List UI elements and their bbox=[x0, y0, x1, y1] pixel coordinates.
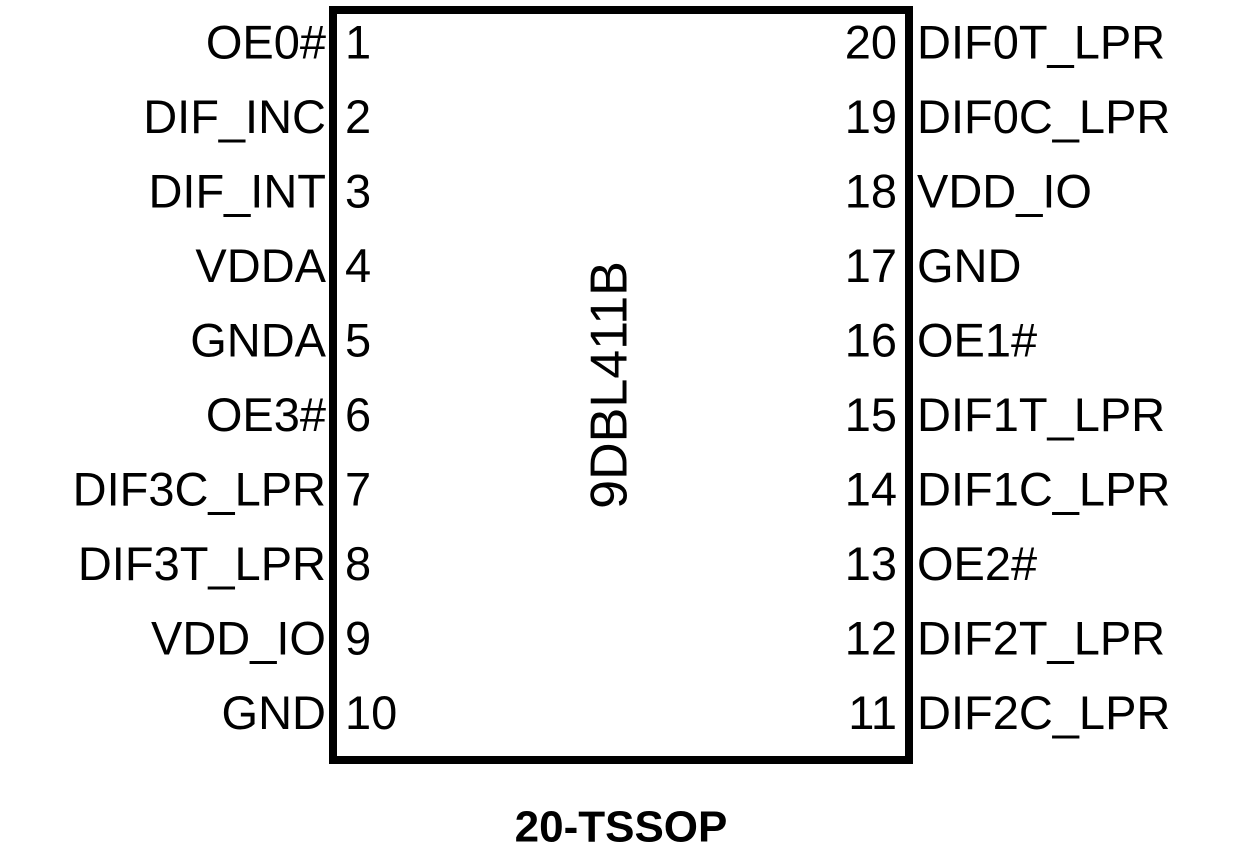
pin-number: 19 bbox=[845, 90, 897, 143]
pin-number: 14 bbox=[845, 462, 897, 515]
pin-name: VDD_IO bbox=[151, 611, 326, 664]
chip-body bbox=[329, 6, 913, 764]
pin-name: GND bbox=[222, 686, 326, 739]
pin-name: OE3# bbox=[206, 388, 326, 441]
pin-number: 20 bbox=[845, 15, 897, 68]
pin-number: 18 bbox=[845, 164, 897, 217]
pin-name: DIF2T_LPR bbox=[917, 611, 1165, 664]
pin-name: VDDA bbox=[195, 239, 326, 292]
pin-name: DIF0C_LPR bbox=[917, 90, 1170, 143]
pin-number: 6 bbox=[345, 388, 371, 441]
pin-name: DIF3T_LPR bbox=[78, 537, 326, 590]
pin-name: DIF0T_LPR bbox=[917, 15, 1165, 68]
pin-number: 15 bbox=[845, 388, 897, 441]
pin-name: DIF1C_LPR bbox=[917, 462, 1170, 515]
pin-number: 4 bbox=[345, 239, 371, 292]
package-label: 20-TSSOP bbox=[515, 803, 728, 852]
pin-number: 10 bbox=[345, 686, 397, 739]
pin-name: DIF1T_LPR bbox=[917, 388, 1165, 441]
pin-name: VDD_IO bbox=[917, 164, 1092, 217]
pin-name: OE0# bbox=[206, 15, 326, 68]
pin-number: 7 bbox=[345, 462, 371, 515]
pin-number: 8 bbox=[345, 537, 371, 590]
pin-name: DIF_INT bbox=[148, 164, 326, 217]
pin-number: 9 bbox=[345, 611, 371, 664]
pin-number: 11 bbox=[848, 686, 897, 739]
chip-name: 9DBL411B bbox=[581, 261, 639, 509]
pin-number: 13 bbox=[845, 537, 897, 590]
pin-number: 2 bbox=[345, 90, 371, 143]
pin-number: 3 bbox=[345, 164, 371, 217]
pin-name: OE1# bbox=[917, 313, 1037, 366]
pin-name: GNDA bbox=[190, 313, 326, 366]
pin-number: 16 bbox=[845, 313, 897, 366]
pin-number: 5 bbox=[345, 313, 371, 366]
pin-number: 1 bbox=[345, 15, 371, 68]
pin-name: GND bbox=[917, 239, 1021, 292]
pin-name: DIF3C_LPR bbox=[73, 462, 326, 515]
pin-number: 12 bbox=[845, 611, 897, 664]
pin-number: 17 bbox=[845, 239, 897, 292]
pin-name: OE2# bbox=[917, 537, 1037, 590]
pin-name: DIF2C_LPR bbox=[917, 686, 1170, 739]
pin-name: DIF_INC bbox=[143, 90, 326, 143]
